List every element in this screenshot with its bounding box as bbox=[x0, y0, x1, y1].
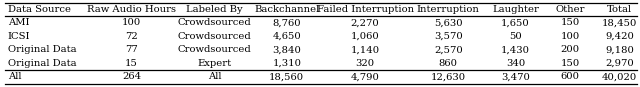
Text: 1,310: 1,310 bbox=[272, 59, 301, 68]
Text: 3,840: 3,840 bbox=[272, 45, 301, 54]
Text: 12,630: 12,630 bbox=[431, 72, 466, 81]
Text: 4,650: 4,650 bbox=[273, 32, 301, 41]
Text: Total: Total bbox=[607, 5, 632, 14]
Text: 860: 860 bbox=[439, 59, 458, 68]
Text: All: All bbox=[8, 72, 21, 81]
Text: 264: 264 bbox=[122, 72, 141, 81]
Text: 15: 15 bbox=[125, 59, 138, 68]
Text: Interruption: Interruption bbox=[417, 5, 480, 14]
Text: Crowdsourced: Crowdsourced bbox=[178, 18, 252, 27]
Text: 150: 150 bbox=[560, 59, 580, 68]
Text: 9,180: 9,180 bbox=[605, 45, 634, 54]
Text: Expert: Expert bbox=[198, 59, 232, 68]
Text: Original Data: Original Data bbox=[8, 45, 76, 54]
Text: Labeled By: Labeled By bbox=[186, 5, 243, 14]
Text: ICSI: ICSI bbox=[8, 32, 30, 41]
Text: Backchannel: Backchannel bbox=[254, 5, 319, 14]
Text: 1,650: 1,650 bbox=[501, 18, 530, 27]
Text: 9,420: 9,420 bbox=[605, 32, 634, 41]
Text: 3,570: 3,570 bbox=[434, 32, 463, 41]
Text: 100: 100 bbox=[560, 32, 580, 41]
Text: 2,970: 2,970 bbox=[605, 59, 634, 68]
Text: 1,060: 1,060 bbox=[351, 32, 380, 41]
Text: All: All bbox=[208, 72, 221, 81]
Text: 5,630: 5,630 bbox=[434, 18, 463, 27]
Text: 2,270: 2,270 bbox=[351, 18, 380, 27]
Text: 600: 600 bbox=[561, 72, 579, 81]
Text: 4,790: 4,790 bbox=[351, 72, 380, 81]
Text: 340: 340 bbox=[506, 59, 525, 68]
Text: 100: 100 bbox=[122, 18, 141, 27]
Text: 3,470: 3,470 bbox=[501, 72, 530, 81]
Text: AMI: AMI bbox=[8, 18, 29, 27]
Text: Data Source: Data Source bbox=[8, 5, 70, 14]
Text: 1,430: 1,430 bbox=[501, 45, 530, 54]
Text: 72: 72 bbox=[125, 32, 138, 41]
Text: Crowdsourced: Crowdsourced bbox=[178, 45, 252, 54]
Text: 2,570: 2,570 bbox=[434, 45, 463, 54]
Text: Crowdsourced: Crowdsourced bbox=[178, 32, 252, 41]
Text: 8,760: 8,760 bbox=[273, 18, 301, 27]
Text: Original Data: Original Data bbox=[8, 59, 76, 68]
Text: 18,450: 18,450 bbox=[602, 18, 637, 27]
Text: 40,020: 40,020 bbox=[602, 72, 637, 81]
Text: 50: 50 bbox=[509, 32, 522, 41]
Text: 1,140: 1,140 bbox=[351, 45, 380, 54]
Text: 150: 150 bbox=[560, 18, 580, 27]
Text: Failed Interruption: Failed Interruption bbox=[317, 5, 413, 14]
Text: Other: Other bbox=[555, 5, 585, 14]
Text: 18,560: 18,560 bbox=[269, 72, 304, 81]
Text: Laughter: Laughter bbox=[492, 5, 539, 14]
Text: Raw Audio Hours: Raw Audio Hours bbox=[87, 5, 176, 14]
Text: 77: 77 bbox=[125, 45, 138, 54]
Text: 320: 320 bbox=[356, 59, 374, 68]
Text: 200: 200 bbox=[561, 45, 579, 54]
